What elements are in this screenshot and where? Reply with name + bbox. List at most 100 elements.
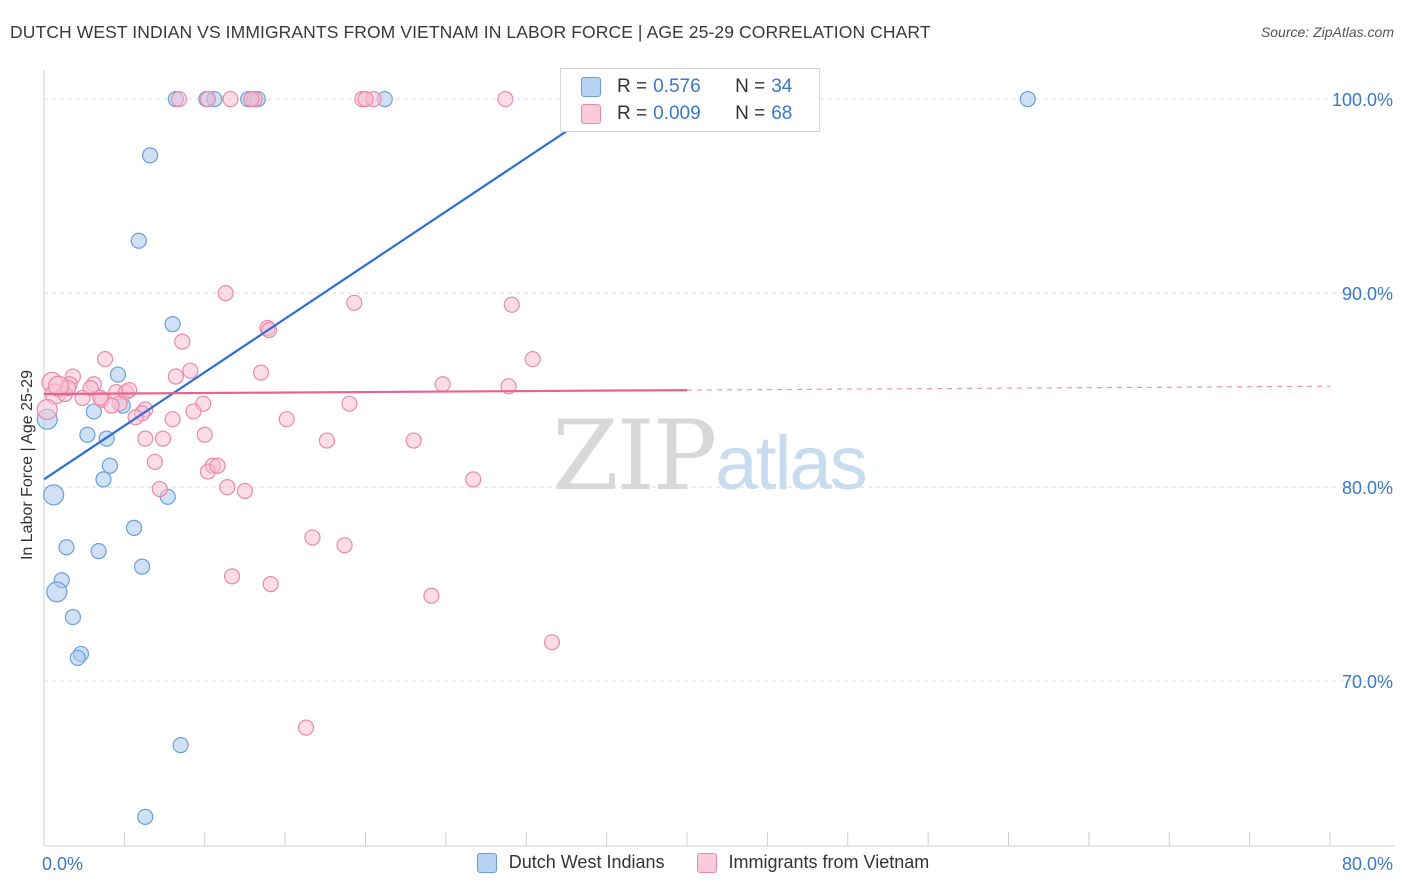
data-point-pink bbox=[47, 375, 70, 397]
legend-row-dutch-west-indians: R = 0.576 N = 34 bbox=[581, 74, 792, 100]
data-point-blue bbox=[90, 543, 107, 560]
y-tick-label: 70.0% bbox=[1342, 672, 1393, 692]
y-axis-label: In Labor Force | Age 25-29 bbox=[19, 370, 37, 560]
data-point-pink bbox=[209, 457, 226, 474]
data-point-pink bbox=[146, 453, 164, 470]
data-point-pink bbox=[262, 575, 279, 593]
legend-r-label: R = bbox=[617, 103, 648, 124]
data-point-pink bbox=[137, 430, 154, 447]
data-point-blue bbox=[1019, 90, 1036, 108]
data-point-blue bbox=[137, 808, 154, 826]
legend-n-value: 68 bbox=[771, 103, 793, 124]
data-point-pink bbox=[503, 296, 520, 313]
data-point-pink bbox=[318, 432, 336, 449]
series-legend-item-immigrants-vietnam: Immigrants from Vietnam bbox=[696, 852, 930, 873]
data-point-pink bbox=[524, 350, 541, 368]
correlation-legend: R = 0.576 N = 34 R = 0.009 N = 68 bbox=[560, 68, 820, 132]
data-point-pink bbox=[154, 430, 172, 447]
data-point-pink bbox=[304, 529, 321, 546]
trendline-immigrants-vietnam bbox=[43, 389, 688, 396]
legend-swatch-blue bbox=[581, 77, 601, 97]
data-point-pink bbox=[170, 90, 188, 108]
data-point-pink bbox=[500, 378, 517, 395]
data-point-pink bbox=[222, 90, 239, 108]
legend-row-immigrants-vietnam: R = 0.009 N = 68 bbox=[581, 101, 792, 127]
data-point-blue bbox=[79, 426, 96, 443]
data-point-pink bbox=[278, 411, 295, 428]
chart-title: DUTCH WEST INDIAN VS IMMIGRANTS FROM VIE… bbox=[10, 22, 931, 42]
data-point-pink bbox=[199, 90, 217, 108]
data-point-pink bbox=[434, 376, 451, 393]
data-point-pink bbox=[223, 568, 241, 585]
y-tick-label: 90.0% bbox=[1342, 284, 1393, 304]
data-point-pink bbox=[103, 397, 120, 414]
source-credit: Source: ZipAtlas.com bbox=[1260, 24, 1394, 40]
data-point-blue bbox=[141, 147, 159, 164]
data-point-pink bbox=[82, 380, 99, 397]
data-point-pink bbox=[182, 362, 199, 379]
data-point-pink bbox=[174, 333, 191, 350]
data-point-pink bbox=[465, 471, 482, 488]
data-point-blue bbox=[130, 232, 147, 249]
data-point-pink bbox=[341, 395, 358, 412]
data-point-pink bbox=[297, 719, 315, 736]
legend-n-value: 34 bbox=[771, 76, 793, 97]
trendline-dutch-west-indians bbox=[43, 98, 616, 481]
x-tick-label: 80.0% bbox=[1342, 854, 1393, 874]
data-point-pink bbox=[185, 403, 202, 420]
data-point-blue bbox=[43, 484, 65, 506]
data-point-pink bbox=[96, 350, 114, 368]
trendline-immigrants-vietnam-extension bbox=[686, 385, 1331, 391]
series-legend-item-dutch-west-indians: Dutch West Indians bbox=[476, 852, 665, 873]
data-point-pink bbox=[357, 90, 374, 108]
data-point-pink bbox=[346, 294, 363, 311]
data-point-pink bbox=[167, 368, 184, 385]
data-point-pink bbox=[336, 537, 353, 554]
data-point-blue bbox=[164, 316, 181, 333]
legend-n-label: N = bbox=[735, 76, 766, 97]
data-point-blue bbox=[46, 581, 68, 603]
series-legend: Dutch West Indians Immigrants from Vietn… bbox=[0, 852, 1406, 873]
data-point-pink bbox=[121, 382, 138, 399]
series-swatch-blue bbox=[476, 852, 497, 873]
legend-r-value: 0.576 bbox=[653, 76, 701, 97]
data-point-blue bbox=[125, 519, 143, 536]
data-point-pink bbox=[243, 90, 260, 108]
watermark-atlas: atlas bbox=[715, 421, 868, 506]
watermark: ZIPatlas bbox=[552, 400, 868, 512]
watermark-zip: ZIP bbox=[552, 400, 717, 512]
data-point-blue bbox=[95, 471, 112, 488]
legend-n-label: N = bbox=[735, 103, 766, 124]
data-point-blue bbox=[64, 608, 82, 626]
data-point-pink bbox=[219, 479, 236, 496]
data-point-blue bbox=[133, 558, 151, 575]
y-tick-label: 80.0% bbox=[1342, 478, 1393, 498]
data-point-pink bbox=[252, 364, 270, 381]
data-point-pink bbox=[164, 411, 181, 428]
data-point-pink bbox=[36, 398, 58, 421]
data-point-pink bbox=[217, 285, 234, 302]
data-point-blue bbox=[101, 457, 119, 474]
data-point-blue bbox=[69, 649, 86, 666]
data-point-pink bbox=[497, 90, 514, 108]
data-point-pink bbox=[543, 634, 561, 651]
data-point-blue bbox=[109, 366, 127, 383]
x-tick-label: 0.0% bbox=[42, 854, 83, 874]
series-name: Dutch West Indians bbox=[508, 852, 665, 872]
legend-swatch-pink bbox=[581, 104, 601, 124]
series-swatch-pink bbox=[696, 852, 717, 873]
y-tick-label: 100.0% bbox=[1332, 90, 1393, 110]
data-point-blue bbox=[85, 403, 102, 420]
legend-r-value: 0.009 bbox=[653, 103, 701, 124]
data-point-pink bbox=[236, 482, 254, 500]
data-point-pink bbox=[405, 432, 422, 449]
legend-r-label: R = bbox=[617, 76, 648, 97]
data-point-pink bbox=[151, 480, 168, 498]
data-point-blue bbox=[172, 737, 189, 754]
data-point-pink bbox=[423, 587, 440, 604]
y-axis-label-text: In Labor Force | Age 25-29 bbox=[19, 369, 36, 561]
data-point-blue bbox=[58, 539, 75, 556]
data-point-pink bbox=[196, 426, 213, 443]
series-name: Immigrants from Vietnam bbox=[728, 852, 930, 872]
